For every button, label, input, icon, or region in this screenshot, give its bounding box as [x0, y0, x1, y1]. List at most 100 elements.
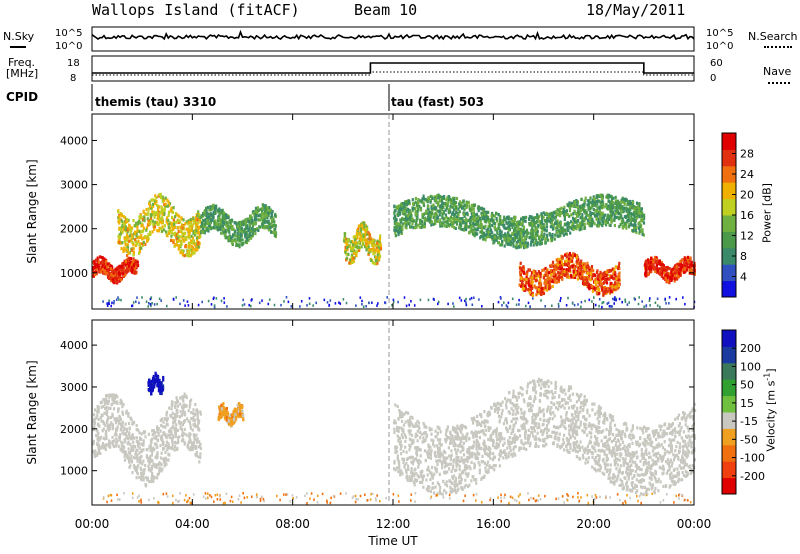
power-echo-cell: [614, 201, 617, 205]
power-echo-cell: [172, 240, 175, 244]
power-echo-cell: [247, 234, 250, 238]
power-echo-cell: [557, 277, 560, 282]
power-echo-cell: [112, 278, 115, 282]
power-echo-cell: [629, 219, 632, 223]
power-echo-cell: [599, 274, 602, 278]
power-echo-cell: [448, 207, 451, 211]
power-echo-cell: [249, 234, 252, 238]
velocity-echo-cell: [136, 444, 139, 448]
power-echo-cell: [155, 199, 158, 204]
power-echo-cell: [606, 269, 609, 273]
power-echo-cell: [583, 276, 586, 280]
power-echo-cell: [577, 219, 580, 223]
power-echo-cell: [461, 216, 464, 221]
power-echo-cell: [268, 228, 271, 232]
power-near-range-cell: [641, 300, 643, 303]
power-echo-cell: [205, 209, 208, 213]
power-echo-cell: [244, 221, 247, 225]
power-echo-cell: [558, 207, 562, 211]
power-echo-cell: [156, 210, 159, 215]
power-echo-cell: [173, 223, 176, 227]
power-echo-cell: [343, 234, 346, 238]
power-echo-cell: [479, 218, 482, 223]
power-echo-cell: [158, 193, 161, 197]
power-echo-cell: [480, 224, 483, 228]
power-echo-cell: [237, 236, 240, 241]
power-echo-cell: [596, 275, 599, 279]
power-echo-cell: [512, 219, 515, 223]
power-echo-cell: [678, 263, 681, 267]
power-echo-cell: [542, 211, 545, 215]
power-echo-cell: [439, 194, 442, 199]
power-echo-cell: [231, 235, 234, 239]
power-echo-cell: [664, 266, 667, 270]
power-echo-cell: [576, 202, 579, 206]
power-echo-cell: [555, 221, 558, 225]
power-near-range-cell: [365, 305, 367, 308]
power-echo-cell: [598, 292, 601, 296]
power-echo-cell: [603, 219, 606, 223]
power-echo-cell: [361, 226, 364, 230]
power-echo-cell: [231, 219, 234, 223]
power-echo-cell: [193, 221, 196, 225]
power-echo-cell: [183, 239, 186, 243]
power-echo-cell: [527, 287, 530, 292]
power-echo-cell: [465, 202, 468, 206]
power-echo-cell: [610, 290, 613, 294]
power-echo-cell: [495, 212, 498, 216]
power-echo-cell: [267, 222, 270, 226]
power-echo-cell: [503, 223, 506, 228]
power-near-range-cell: [285, 296, 288, 299]
power-echo-cell: [611, 200, 614, 205]
power-near-range-cell: [184, 304, 186, 307]
power-echo-cell: [117, 216, 120, 220]
power-echo-cell: [422, 212, 425, 216]
velocity-echo-cell: [127, 412, 130, 416]
power-echo-cell: [472, 229, 475, 233]
power-echo-cell: [97, 260, 100, 264]
power-echo-cell: [641, 218, 644, 222]
power-echo-cell: [444, 203, 447, 207]
power-echo-cell: [494, 238, 497, 242]
power-echo-cell: [539, 235, 542, 239]
power-echo-cell: [106, 265, 109, 269]
power-echo-cell: [147, 221, 150, 225]
power-echo-cell: [500, 236, 503, 240]
power-echo-cell: [495, 238, 498, 242]
power-echo-cell: [428, 215, 431, 219]
power-echo-cell: [488, 222, 491, 226]
power-echo-cell: [258, 218, 262, 222]
power-echo-cell: [564, 253, 567, 257]
velocity-echo-cell: [155, 435, 158, 439]
power-echo-cell: [668, 267, 671, 271]
power-echo-cell: [351, 240, 354, 244]
power-echo-cell: [550, 273, 553, 277]
power-echo-cell: [635, 201, 639, 205]
power-echo-cell: [179, 225, 182, 229]
power-echo-cell: [255, 214, 258, 218]
power-echo-cell: [131, 248, 134, 252]
power-echo-cell: [184, 245, 187, 249]
power-echo-cell: [120, 278, 123, 282]
power-echo-cell: [359, 229, 363, 233]
power-echo-cell: [185, 220, 188, 224]
power-echo-cell: [395, 225, 398, 229]
power-near-range-cell: [187, 304, 190, 307]
power-near-range-cell: [120, 298, 122, 302]
power-near-range-cell: [280, 303, 282, 307]
power-echo-cell: [112, 271, 115, 275]
power-echo-cell: [670, 270, 673, 274]
power-near-range-cell: [248, 303, 250, 307]
power-echo-cell: [673, 267, 676, 271]
power-echo-cell: [534, 232, 538, 236]
power-echo-cell: [274, 227, 277, 231]
power-echo-cell: [160, 210, 163, 214]
power-echo-cell: [94, 262, 97, 266]
power-echo-cell: [423, 218, 426, 222]
power-echo-cell: [647, 266, 650, 270]
power-echo-cell: [535, 239, 538, 243]
power-near-range-cell: [326, 301, 329, 304]
power-echo-cell: [598, 207, 601, 211]
power-echo-cell: [541, 216, 544, 220]
power-echo-cell: [104, 272, 107, 276]
